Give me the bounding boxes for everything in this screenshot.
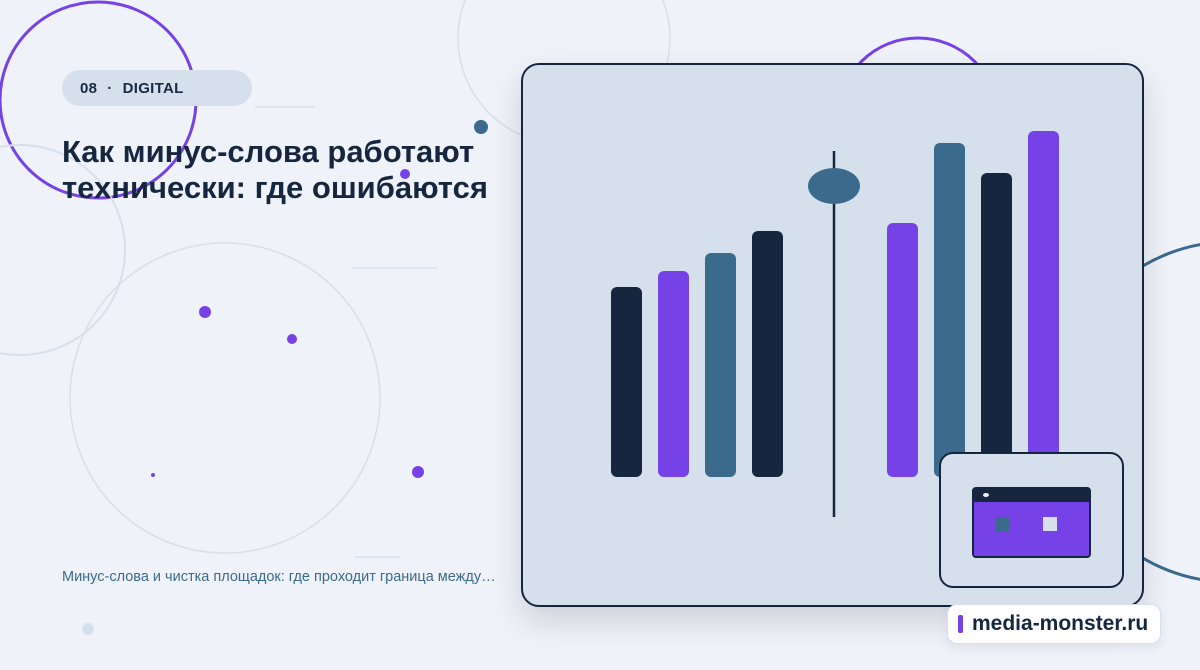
mini-window-titlebar <box>974 489 1089 502</box>
brand-mark-icon <box>958 615 963 633</box>
left-bar-2 <box>658 271 689 477</box>
tag-category: DIGITAL <box>122 79 184 97</box>
tag-separator: · <box>107 79 113 97</box>
right-bar-2 <box>934 143 965 477</box>
mini-window-block <box>996 517 1010 531</box>
mini-window-card <box>939 452 1124 588</box>
article-teaser: Минус-слова и чистка площадок: где прохо… <box>62 569 496 585</box>
mini-window-dot <box>983 493 989 497</box>
bg-dot <box>474 120 488 134</box>
mini-window-block <box>1043 517 1057 531</box>
right-bar-3 <box>981 173 1012 477</box>
page-title: Как минус-слова работают технически: где… <box>62 134 488 205</box>
bar-illustration <box>611 131 1059 517</box>
bg-dot <box>199 306 211 318</box>
category-tag: 08 · DIGITAL <box>62 70 252 106</box>
left-bar-4 <box>752 231 783 477</box>
bg-dot <box>82 623 94 635</box>
bg-dot <box>412 466 424 478</box>
brand-badge[interactable]: media-monster.ru <box>947 604 1162 644</box>
bg-ring-pale-left <box>0 144 126 356</box>
bg-dot <box>151 473 155 477</box>
tag-number: 08 <box>80 79 98 97</box>
slider-knob <box>808 168 860 204</box>
bg-dot <box>400 169 410 179</box>
brand-text: media-monster.ru <box>972 612 1149 635</box>
mini-window-icon <box>972 487 1091 558</box>
right-bar-1 <box>887 223 918 477</box>
left-bar-3 <box>705 253 736 477</box>
left-bar-1 <box>611 287 642 477</box>
bg-dot <box>287 334 297 344</box>
bg-ring-large <box>69 242 381 554</box>
right-bar-4 <box>1028 131 1059 477</box>
